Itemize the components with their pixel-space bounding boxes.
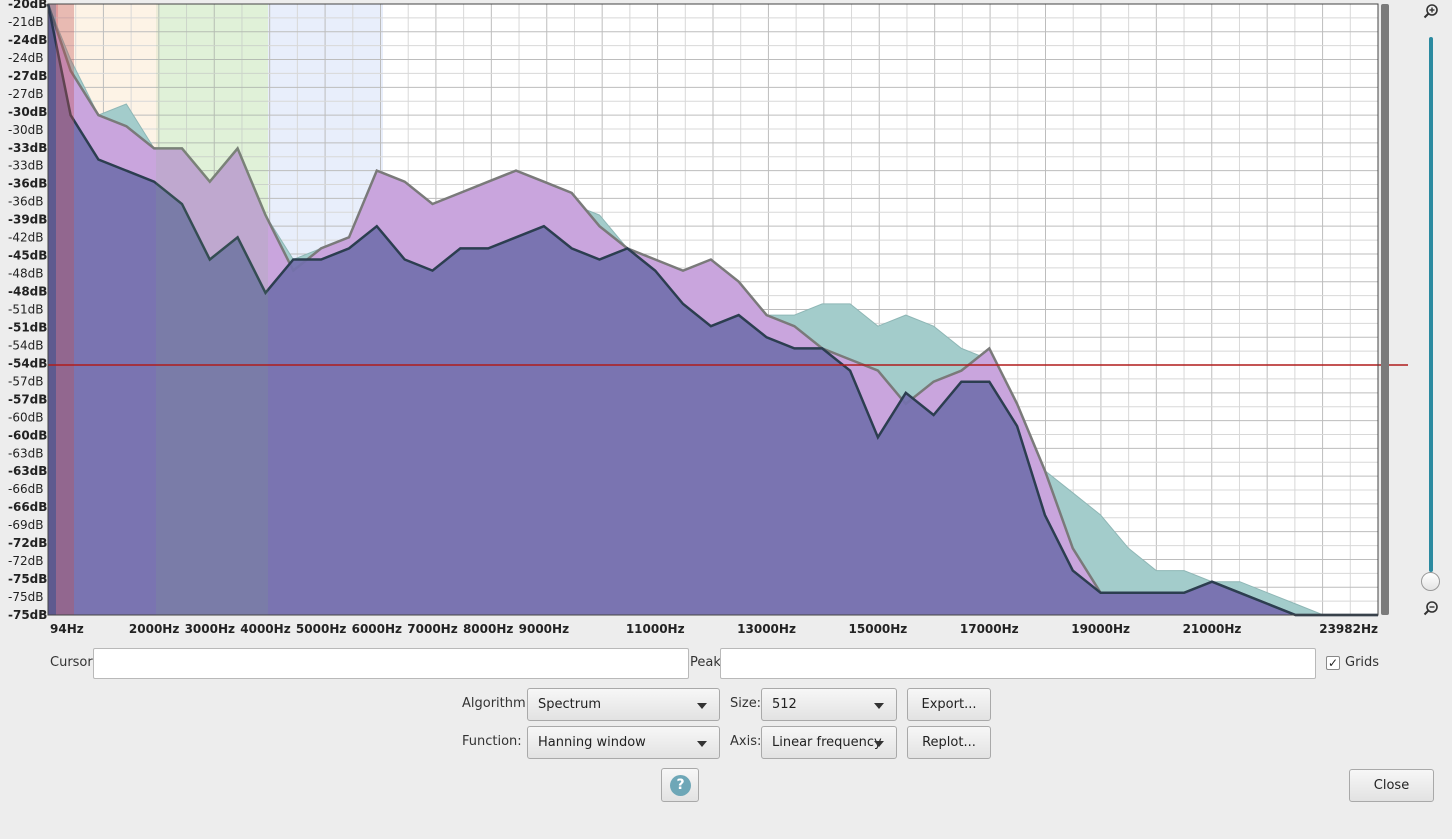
x-tick-label: 3000Hz [185,622,235,636]
grids-label: Grids [1345,655,1380,670]
y-tick-label: -39dB [8,213,47,227]
cursor-field[interactable] [93,648,689,679]
y-tick-label: -54dB [8,356,47,370]
y-tick-label: -72dB [8,554,43,568]
x-tick-label: 5000Hz [296,622,346,636]
y-tick-label: -57dB [8,374,43,388]
y-tick-label: -21dB [8,15,43,29]
function-value: Hanning window [538,735,646,750]
x-tick-label: 19000Hz [1071,622,1130,636]
chevron-down-icon [874,703,884,709]
chevron-down-icon [697,703,707,709]
y-tick-label: -51dB [8,320,47,334]
y-tick-label: -48dB [8,285,47,299]
algorithm-label: Algorithm: [462,696,531,711]
spectrum-area-blue [48,4,1378,615]
y-tick-label: -75dB [8,608,47,622]
help-icon: ? [670,775,691,796]
zoom-slider-track[interactable] [1429,37,1433,572]
function-select[interactable]: Hanning window [527,726,720,759]
x-tick-label: 4000Hz [240,622,290,636]
close-button[interactable]: Close [1349,769,1434,802]
y-tick-label: -30dB [8,123,43,137]
x-tick-label: 8000Hz [463,622,513,636]
y-tick-label: -63dB [8,446,43,460]
y-tick-label: -60dB [8,428,47,442]
y-tick-label: -66dB [8,482,43,496]
y-tick-label: -30dB [8,105,47,119]
zoom-slider-handle[interactable] [1421,572,1440,591]
zoom-out-icon[interactable] [1423,600,1439,616]
size-value: 512 [772,697,797,712]
help-button[interactable]: ? [661,768,699,802]
plot-scrollbar [1381,4,1389,615]
axis-value: Linear frequency [772,735,882,750]
y-tick-label: -24dB [8,33,47,47]
x-tick-label: 15000Hz [849,622,908,636]
y-tick-label: -33dB [8,159,43,173]
y-tick-label: -36dB [8,195,43,209]
cursor-label: Cursor: [50,655,97,670]
y-tick-label: -51dB [8,303,43,317]
algorithm-select[interactable]: Spectrum [527,688,720,721]
y-tick-label: -60dB [8,410,43,424]
peak-label: Peak: [690,655,726,670]
band-green-shade [156,4,268,615]
y-tick-label: -72dB [8,536,47,550]
x-tick-label: 23982Hz [1319,622,1378,636]
export-button[interactable]: Export... [907,688,991,721]
y-tick-label: -27dB [8,87,43,101]
x-tick-label: 94Hz [50,622,84,636]
algorithm-value: Spectrum [538,697,601,712]
x-tick-label: 9000Hz [519,622,569,636]
replot-button[interactable]: Replot... [907,726,991,759]
axis-label: Axis: [730,734,762,749]
y-tick-label: -75dB [8,572,47,586]
y-tick-label: -20dB [8,0,47,11]
band-red-shade [56,4,74,615]
y-tick-label: -75dB [8,590,43,604]
x-tick-label: 6000Hz [352,622,402,636]
x-tick-label: 2000Hz [129,622,179,636]
y-tick-label: -66dB [8,500,47,514]
band-left-shade [48,4,56,615]
spectrum-line-blue [46,3,1378,617]
size-label: Size: [730,696,762,711]
chevron-down-icon [874,741,884,747]
y-tick-label: -69dB [8,518,43,532]
x-tick-label: 21000Hz [1183,622,1242,636]
x-tick-label: 17000Hz [960,622,1019,636]
x-tick-label: 13000Hz [737,622,796,636]
axis-select[interactable]: Linear frequency [761,726,897,759]
y-tick-label: -27dB [8,69,47,83]
spectrum-plot[interactable]: -20dB -21dB -24dB -24dB -27dB -27dB -30dB -30dB… [0,0,1452,640]
y-tick-label: -45dB [8,249,47,263]
peak-field[interactable] [720,648,1316,679]
x-tick-label: 7000Hz [407,622,457,636]
y-tick-label: -54dB [8,338,43,352]
y-tick-label: -42dB [8,231,43,245]
chevron-down-icon [697,741,707,747]
y-tick-label: -48dB [8,267,43,281]
y-tick-label: -24dB [8,51,43,65]
function-label: Function: [462,734,522,749]
y-tick-label: -36dB [8,177,47,191]
plot-border [47,3,1379,616]
spectrum-chart-svg[interactable]: -20dB -21dB -24dB -24dB -27dB -27dB -30dB -30dB… [0,0,1452,640]
zoom-in-icon[interactable] [1423,3,1439,19]
size-select[interactable]: 512 [761,688,897,721]
y-tick-label: -63dB [8,464,47,478]
y-tick-label: -33dB [8,141,47,155]
x-tick-label: 11000Hz [626,622,685,636]
y-tick-label: -57dB [8,392,47,406]
grids-checkbox[interactable]: ✓ [1326,656,1340,670]
